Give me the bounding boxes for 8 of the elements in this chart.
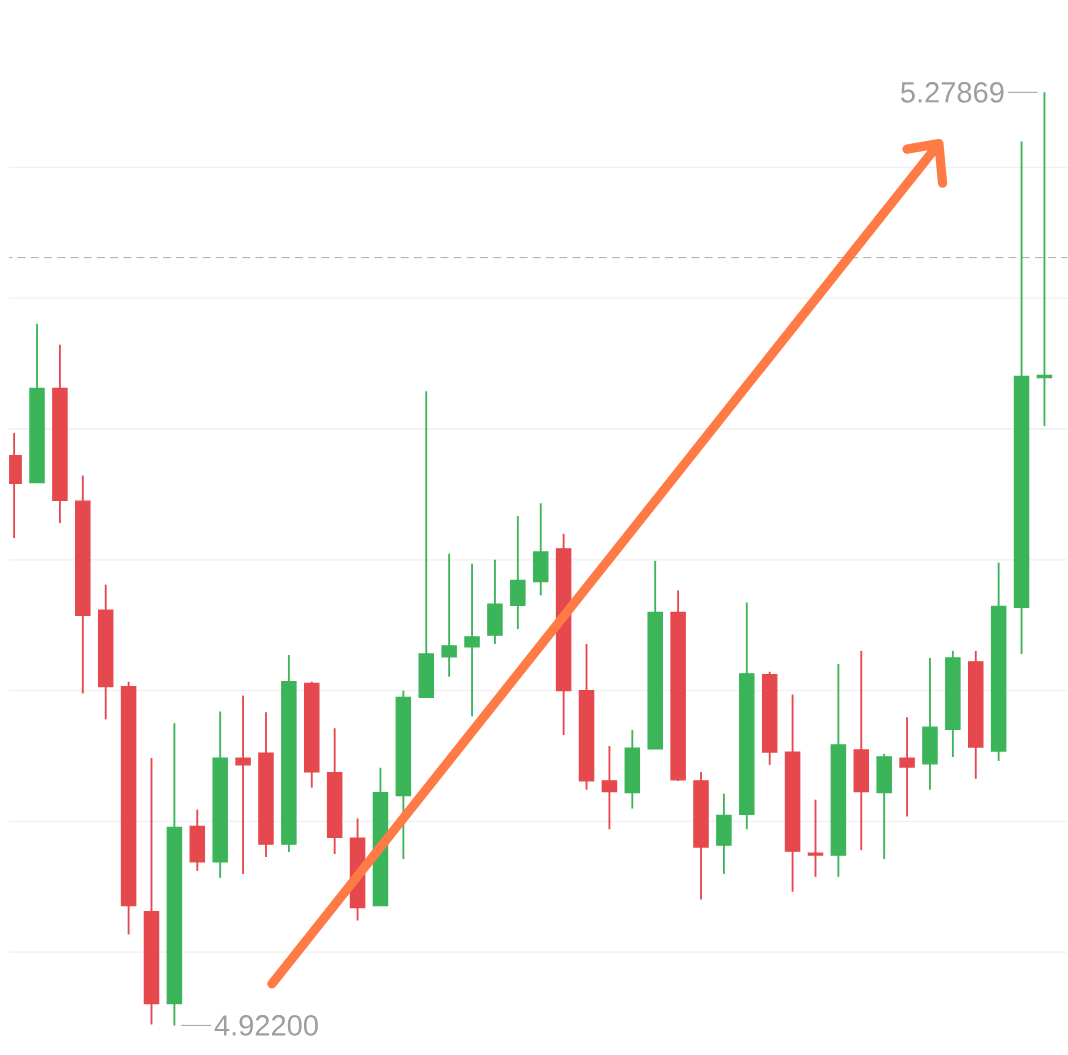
candlestick xyxy=(464,562,480,718)
candlestick xyxy=(441,552,457,678)
annotation: 4.92200 xyxy=(214,1014,318,1036)
candlestick xyxy=(807,798,824,878)
annotation: 5.27869 xyxy=(901,81,1004,103)
candlestick xyxy=(601,744,618,831)
candlestick xyxy=(235,694,251,875)
candlestick xyxy=(899,716,915,818)
